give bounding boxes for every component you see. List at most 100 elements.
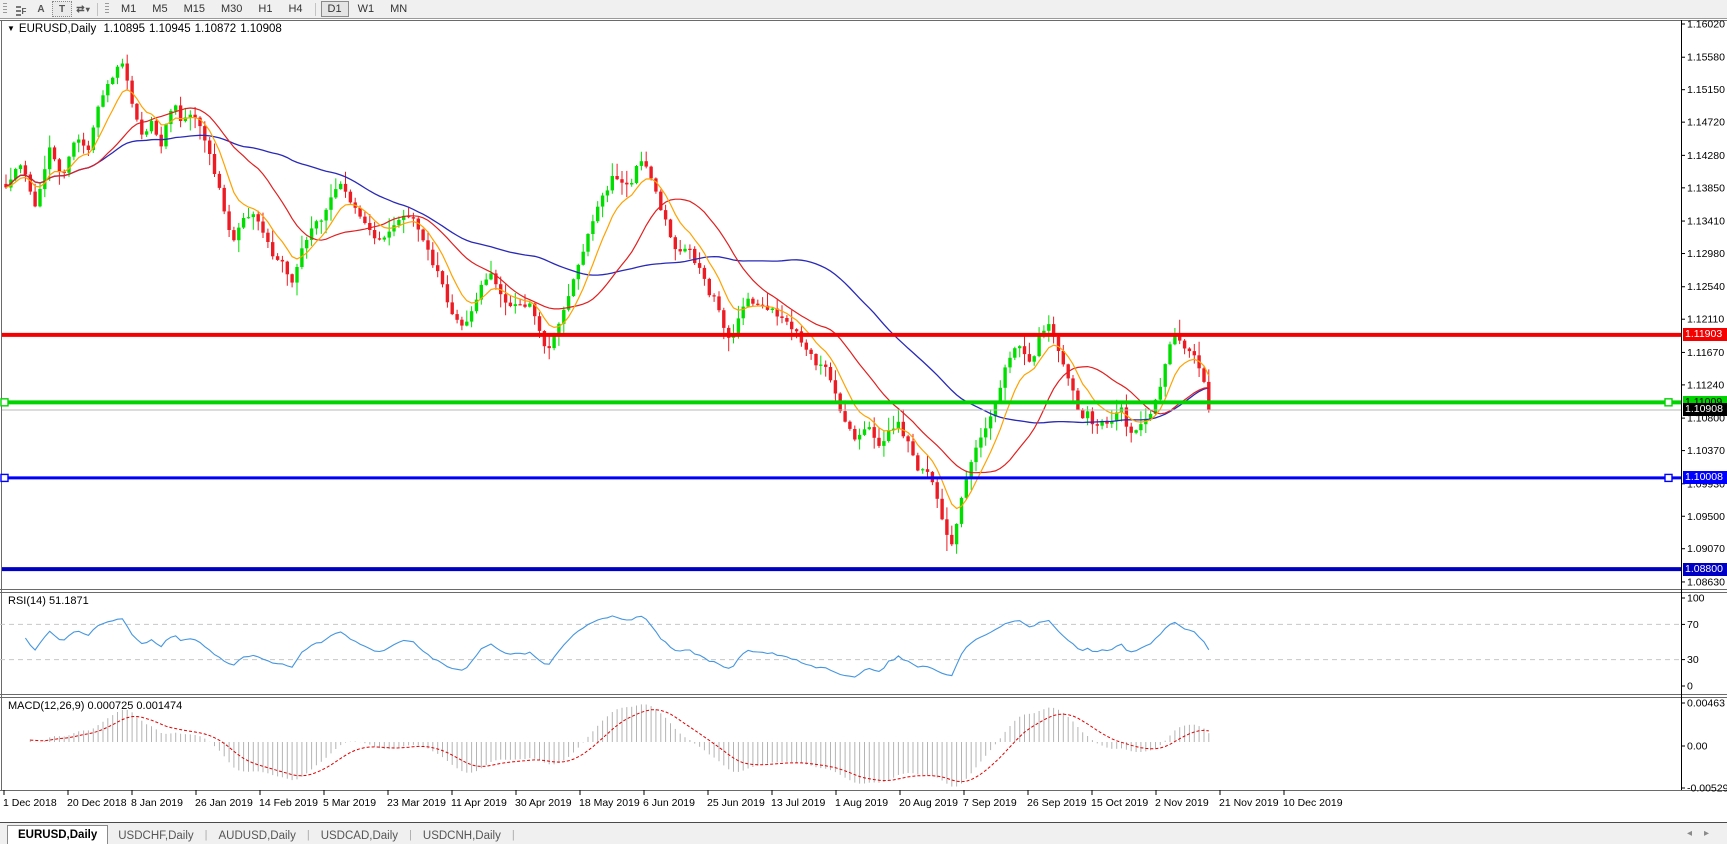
date-label-15: 7 Sep 2019 — [963, 797, 1017, 809]
tab-separator: | — [511, 829, 515, 841]
ohlc-high: 1.10945 — [149, 23, 191, 35]
toolbar-separator — [97, 2, 98, 16]
price-tick-label-0: 1.16020 — [1687, 19, 1725, 31]
ohlc-close: 1.10908 — [240, 23, 282, 35]
rsi-tick-label-3: 0 — [1687, 681, 1693, 693]
ma-slow-line — [5, 134, 1209, 424]
timeframe-button-H1[interactable]: H1 — [258, 3, 273, 15]
chevron-down-icon[interactable]: ▾ — [85, 4, 90, 14]
date-label-5: 5 Mar 2019 — [323, 797, 376, 809]
price-tick-label-7: 1.12980 — [1687, 248, 1725, 260]
rsi-line — [24, 615, 1210, 678]
date-label-12: 13 Jul 2019 — [771, 797, 825, 809]
price-tick-label-10: 1.11670 — [1687, 347, 1724, 359]
timeframe-button-M15[interactable]: M15 — [183, 3, 205, 15]
current-price-badge: 1.10908 — [1683, 403, 1727, 416]
date-label-14: 20 Aug 2019 — [899, 797, 958, 809]
rsi-tick-label-1: 70 — [1687, 619, 1699, 631]
ohlc-low: 1.10872 — [194, 23, 237, 35]
price-tick-label-13: 1.10370 — [1687, 445, 1725, 457]
toolbar-drag-handle[interactable] — [3, 3, 7, 15]
arrows-tool-icon[interactable]: ⇄ ▾ — [76, 3, 90, 15]
text-t-icon[interactable]: T — [52, 1, 72, 17]
date-label-3: 26 Jan 2019 — [195, 797, 253, 809]
price-tick-label-15: 1.09500 — [1687, 511, 1725, 523]
macd-histogram — [29, 704, 1210, 787]
candles-down — [4, 63, 1211, 545]
tab-audusd[interactable]: AUDUSD,Daily — [218, 830, 296, 842]
tab-separator: | — [306, 829, 310, 841]
macd-tick-label-2: -0.005299 — [1687, 783, 1727, 795]
price-tick-label-1: 1.15580 — [1687, 52, 1725, 64]
date-label-9: 18 May 2019 — [579, 797, 640, 809]
date-label-8: 30 Apr 2019 — [515, 797, 572, 809]
hline-1.11009-handle-right[interactable] — [1664, 398, 1673, 407]
grid-f-icon[interactable]: F — [12, 2, 30, 16]
date-label-16: 26 Sep 2019 — [1027, 797, 1087, 809]
date-label-7: 11 Apr 2019 — [451, 797, 507, 809]
date-label-20: 10 Dec 2019 — [1283, 797, 1343, 809]
macd-signal-line — [30, 709, 1209, 783]
tab-usdcad[interactable]: USDCAD,Daily — [320, 830, 399, 842]
timeframe-button-D1[interactable]: D1 — [320, 1, 349, 17]
tab-separator: | — [204, 829, 208, 841]
candle-wicks-up — [10, 58, 1176, 554]
timeframe-button-H4[interactable]: H4 — [288, 3, 303, 15]
tab-usdcnh[interactable]: USDCNH,Daily — [422, 830, 501, 842]
macd-tick-label-1: 0.00 — [1687, 741, 1708, 753]
timeframe-button-MN[interactable]: MN — [390, 3, 408, 15]
symbol-label: EURUSD,Daily — [18, 23, 97, 35]
rsi-tick-label-2: 30 — [1687, 654, 1699, 666]
date-label-11: 25 Jun 2019 — [707, 797, 765, 809]
price-tick-label-17: 1.08630 — [1687, 576, 1725, 588]
candles-up — [9, 63, 1177, 545]
date-label-2: 8 Jan 2019 — [131, 797, 183, 809]
toolbar-separator — [314, 2, 316, 16]
grid-dots — [15, 6, 21, 16]
timeframe-button-M1[interactable]: M1 — [121, 3, 137, 15]
price-tick-label-3: 1.14720 — [1687, 117, 1725, 129]
symbol-dropdown-icon[interactable]: ▼ — [7, 24, 15, 33]
tab-usdchf[interactable]: USDCHF,Daily — [118, 830, 194, 842]
chart-tabbar: EURUSD,Daily USDCHF,Daily | AUDUSD,Daily | US… — [0, 822, 1727, 844]
hline-price-badge-1.10008: 1.10008 — [1683, 471, 1727, 484]
price-tick-label-8: 1.12540 — [1687, 281, 1725, 293]
date-label-18: 2 Nov 2019 — [1155, 797, 1209, 809]
rsi-tick-label-0: 100 — [1687, 593, 1705, 605]
ma-mid-line — [5, 107, 1209, 474]
hline-1.10008-handle-left[interactable] — [0, 473, 9, 483]
macd-indicator-label: MACD(12,26,9) 0.000725 0.001474 — [8, 700, 183, 712]
ma-fast-line — [5, 88, 1210, 510]
text-a-icon[interactable]: A — [37, 3, 45, 15]
price-tick-label-6: 1.13410 — [1687, 216, 1725, 228]
price-tick-label-9: 1.12110 — [1687, 314, 1724, 326]
rsi-indicator-label: RSI(14) 51.1871 — [8, 595, 89, 607]
hline-1.11009-handle-left[interactable] — [0, 398, 9, 407]
chart-title: ▼ EURUSD,Daily 1.10895 1.10945 1.10872 1.109… — [7, 23, 286, 35]
price-tick-label-16: 1.09070 — [1687, 543, 1725, 555]
date-label-0: 1 Dec 2018 — [3, 797, 57, 809]
hline-price-badge-1.08800: 1.08800 — [1683, 563, 1727, 576]
tab-scroll-arrows[interactable]: ◂▸ — [1686, 828, 1721, 839]
tab-eurusd[interactable]: EURUSD,Daily — [7, 825, 109, 844]
date-label-4: 14 Feb 2019 — [259, 797, 318, 809]
timeframe-button-M5[interactable]: M5 — [152, 3, 168, 15]
price-tick-label-4: 1.14280 — [1687, 150, 1725, 162]
toolbar: F A T ⇄ ▾ M1 M5 M15 M30 H1 H4 D1 W1 MN — [0, 0, 1727, 19]
date-label-13: 1 Aug 2019 — [835, 797, 888, 809]
hline-price-badge-1.11903: 1.11903 — [1683, 328, 1727, 341]
timeframe-button-W1[interactable]: W1 — [357, 3, 375, 15]
timeframe-button-M30[interactable]: M30 — [220, 3, 243, 15]
date-label-10: 6 Jun 2019 — [643, 797, 695, 809]
date-label-19: 21 Nov 2019 — [1219, 797, 1279, 809]
hline-1.10008-handle-right[interactable] — [1664, 473, 1673, 483]
date-label-6: 23 Mar 2019 — [387, 797, 446, 809]
price-tick-label-5: 1.13850 — [1687, 182, 1725, 194]
toolbar-drag-handle-2[interactable] — [105, 3, 109, 15]
price-tick-label-2: 1.15150 — [1687, 84, 1725, 96]
date-label-17: 15 Oct 2019 — [1091, 797, 1148, 809]
date-label-1: 20 Dec 2018 — [67, 797, 127, 809]
price-tick-label-11: 1.11240 — [1687, 379, 1724, 391]
